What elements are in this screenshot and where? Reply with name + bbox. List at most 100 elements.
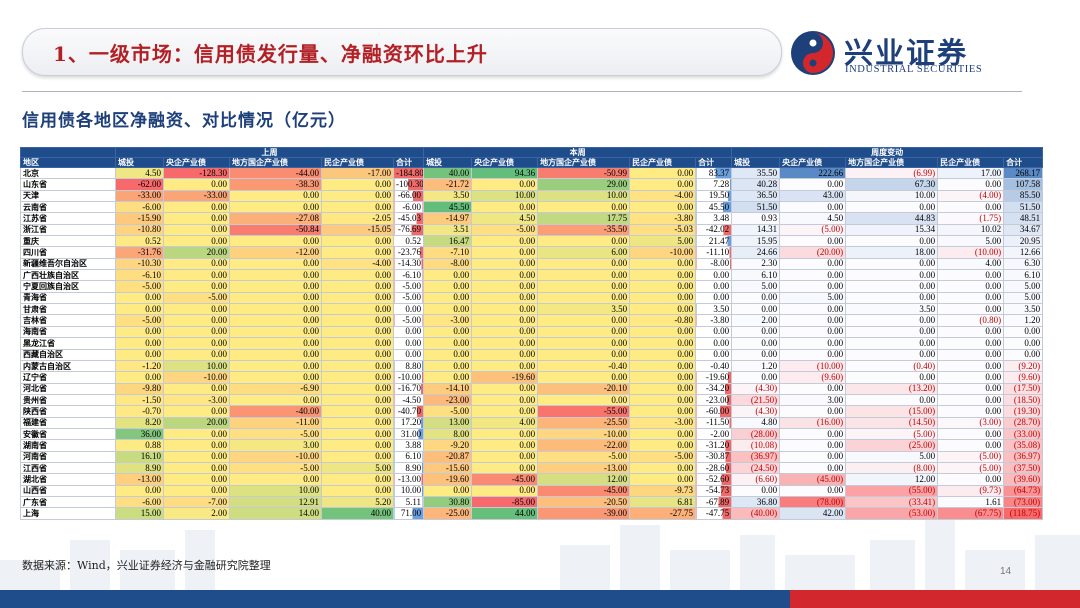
value-cell: 0.00 <box>537 235 631 248</box>
value-cell: (16.00) <box>779 416 847 429</box>
value-cell: 5.00 <box>321 461 394 475</box>
value-cell: 44.00 <box>471 507 539 520</box>
value-cell: 0.00 <box>321 201 394 214</box>
value-cell: 0.00 <box>471 405 539 418</box>
value-cell: 3.50 <box>845 303 939 316</box>
value-cell: 0.00 <box>321 427 394 441</box>
value-cell: 1.20 <box>731 359 781 373</box>
value-cell: 0.00 <box>163 484 230 497</box>
value-cell: 0.00 <box>537 201 631 214</box>
value-cell: 0.00 <box>779 484 847 497</box>
value-cell: 36.50 <box>731 189 781 203</box>
value-cell: 3.51 <box>423 223 473 237</box>
value-cell: -7.00 <box>163 495 230 509</box>
value-cell: (10.08) <box>731 439 781 452</box>
logo-chinese-name: 兴业证券 <box>844 36 969 70</box>
table-column-header-row: 地区 城投 央企产业债 地方国企产业债 民企产业债 合计 城投 央企产业债 地方国企产业债 民企产… <box>20 157 1044 168</box>
value-cell: 0.00 <box>845 291 939 305</box>
value-cell: 0.00 <box>537 337 631 350</box>
value-cell: 0.00 <box>321 473 394 486</box>
value-cell: 3.50 <box>423 189 473 203</box>
region-cell: 天津 <box>20 189 116 203</box>
value-cell: 10.02 <box>937 223 1005 237</box>
value-cell: 29.00 <box>537 178 631 191</box>
value-cell: 17.75 <box>537 212 631 225</box>
value-cell: -20.50 <box>537 495 631 509</box>
value-cell: 0.00 <box>779 439 847 452</box>
value-cell: 0.00 <box>423 337 473 350</box>
value-cell: 0.00 <box>845 393 939 407</box>
value-cell: -45.00 <box>471 473 539 486</box>
value-cell: 0.00 <box>629 201 697 214</box>
value-cell: 4.80 <box>731 416 781 429</box>
value-cell: 0.00 <box>163 450 230 463</box>
region-cell: 黑龙江省 <box>20 337 116 350</box>
region-cell: 河北省 <box>20 382 116 395</box>
table-row: 新疆维吾尔自治区 -10.30 0.00 0.00 -4.00 -14.30 -8.00 0.… <box>20 257 1044 271</box>
value-cell: (118.75) <box>1003 507 1044 520</box>
value-cell: 15.34 <box>845 223 939 237</box>
value-cell: -38.30 <box>229 178 322 191</box>
value-cell: -0.80 <box>629 314 697 327</box>
value-cell: 1.61 <box>937 495 1005 509</box>
value-cell: (19.30) <box>1003 405 1044 418</box>
value-cell: -5.00 <box>392 291 425 305</box>
value-cell: -55.00 <box>537 405 631 418</box>
value-cell: -5.00 <box>423 405 473 418</box>
value-cell: -42.02 <box>695 223 733 237</box>
value-cell: 12.00 <box>537 473 631 486</box>
value-cell: 0.00 <box>423 484 473 497</box>
region-cell: 江西省 <box>20 461 116 475</box>
value-cell: 0.00 <box>779 235 847 248</box>
value-cell: -50.84 <box>229 223 322 237</box>
value-cell: 0.00 <box>779 201 847 214</box>
value-cell: -10.00 <box>163 371 230 384</box>
value-cell: -0.70 <box>115 405 164 418</box>
column-header: 合计 <box>392 157 425 168</box>
value-cell: 5.00 <box>1003 291 1044 305</box>
value-cell: 0.00 <box>731 291 781 305</box>
value-cell: 0.00 <box>423 325 473 339</box>
table-row: 山东省 -62.00 0.00 -38.30 0.00 -100.30 -21.72 0.00… <box>20 178 1044 191</box>
region-cell: 安徽省 <box>20 427 116 441</box>
value-cell: -25.00 <box>423 507 473 520</box>
value-cell: -5.00 <box>163 291 230 305</box>
value-cell: 0.00 <box>937 348 1005 361</box>
value-cell: -184.80 <box>392 166 425 180</box>
value-cell: -45.03 <box>392 212 425 225</box>
value-cell: -3.00 <box>423 314 473 327</box>
value-cell: -27.08 <box>229 212 322 225</box>
value-cell: -5.00 <box>392 280 425 293</box>
value-cell: 0.00 <box>537 348 631 361</box>
value-cell: 12.00 <box>845 473 939 486</box>
value-cell: 0.00 <box>321 280 394 293</box>
value-cell: 0.00 <box>321 450 394 463</box>
value-cell: 0.00 <box>392 303 425 316</box>
table-row: 内蒙古自治区 -1.20 10.00 0.00 0.00 8.80 0.00 0.00 -0.4… <box>20 359 1044 373</box>
value-cell: (21.50) <box>731 393 781 407</box>
value-cell: 0.00 <box>845 269 939 282</box>
value-cell: -5.00 <box>229 427 322 441</box>
value-cell: 0.00 <box>629 405 697 418</box>
value-cell: -20.87 <box>423 450 473 463</box>
value-cell: 0.00 <box>163 223 230 237</box>
value-cell: 5.00 <box>1003 280 1044 293</box>
value-cell: -9.73 <box>629 484 697 497</box>
table-row: 陕西省 -0.70 0.00 -40.00 0.00 -40.70 -5.00 0.00 -55… <box>20 405 1044 418</box>
value-cell: -33.00 <box>163 189 230 203</box>
value-cell: -33.00 <box>115 189 164 203</box>
value-cell: -100.30 <box>392 178 425 191</box>
city-skyline-watermark <box>0 520 1080 590</box>
value-cell: -10.00 <box>392 371 425 384</box>
value-cell: 0.00 <box>629 371 697 384</box>
value-cell: -12.00 <box>229 246 322 259</box>
value-cell: 0.00 <box>229 325 322 339</box>
value-cell: 0.00 <box>321 439 394 452</box>
region-cell: 辽宁省 <box>20 371 116 384</box>
value-cell: -44.00 <box>229 166 322 180</box>
column-header: 合计 <box>1003 157 1044 168</box>
value-cell: (4.00) <box>937 189 1005 203</box>
value-cell: 0.00 <box>321 393 394 407</box>
value-cell: 0.00 <box>163 348 230 361</box>
table-row: 湖北省 -13.00 0.00 0.00 0.00 -13.00 -19.60 -45.00 1… <box>20 473 1044 486</box>
